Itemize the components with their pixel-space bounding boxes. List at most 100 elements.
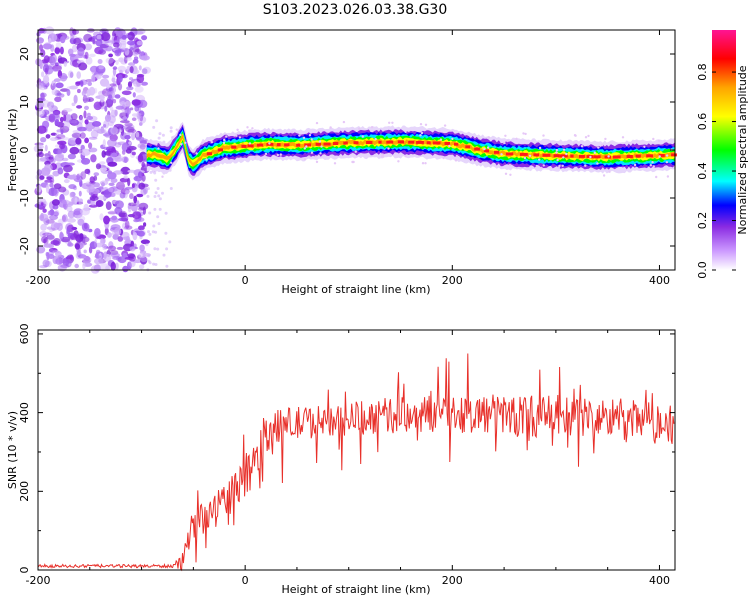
track-speckle [171,136,174,139]
x-tick-label: -200 [26,574,51,587]
noise-blob [93,182,100,188]
track-speckle [649,164,652,167]
track-peak-mark [416,140,424,144]
track-speckle [315,160,319,164]
track-speckle [538,146,542,150]
noise-blob [70,33,75,41]
spectrogram-x-ticks: -200 0 200 400 [26,30,670,287]
track-speckle [308,134,312,137]
track-peak-mark [323,142,331,146]
noise-blob [63,164,73,173]
noise-blob [94,104,100,108]
noise-blob [129,77,134,81]
track-speckle [589,155,592,159]
noise-blob [133,218,140,223]
noise-blob [107,138,117,147]
noise-blob [139,264,145,270]
noise-blob [105,201,112,211]
snr-x-label: Height of straight line (km) [281,583,430,596]
track-peak-mark [494,150,500,154]
noise-blob [88,142,93,149]
noise-blob [82,262,86,270]
noise-blob [63,61,67,67]
noise-blob [70,113,78,120]
noise-blob [80,171,87,180]
noise-blob [98,65,104,70]
noise-blob [68,184,77,190]
track-peak-mark [560,154,568,158]
noise-blob [148,211,152,215]
track-speckle [210,141,214,144]
noise-blob [41,167,51,176]
noise-blob [140,55,150,61]
track-speckle [604,137,607,141]
track-speckle [556,158,559,162]
noise-blob [132,69,140,75]
noise-blob [110,40,115,45]
track-peak-mark [635,154,641,158]
track-peak-mark [465,145,471,149]
noise-blob [119,177,129,183]
noise-blob [44,179,53,183]
noise-blob [146,187,150,191]
noise-blob [36,185,42,193]
noise-blob [118,74,123,83]
noise-blob [154,191,158,195]
noise-blob [62,108,73,112]
track-peak-mark [231,145,237,149]
noise-blob [104,177,111,182]
noise-blob [40,49,46,57]
track-speckle [665,161,669,164]
track-speckle [593,151,596,154]
noise-blob [88,185,95,193]
noise-blob [80,148,91,156]
colorbar-tick-label: 0.0 [696,261,709,279]
y-tick-label: 600 [18,323,31,344]
track-speckle [524,132,527,136]
noise-blob [36,198,47,205]
colorbar: 0.0 0.2 0.4 0.6 0.8 Normalized spectral ampl… [696,30,749,279]
track-speckle [542,134,545,137]
noise-blob [74,243,81,250]
noise-blob [83,33,93,43]
noise-blob [90,65,98,73]
noise-blob [65,260,72,268]
track-speckle [381,153,384,156]
track-speckle [500,153,503,156]
noise-blob [112,67,117,76]
noise-blob [84,105,89,110]
noise-blob [90,154,97,163]
track-speckle [508,164,512,167]
track-speckle [308,155,311,158]
noise-blob [67,174,77,180]
noise-blob [47,211,51,216]
noise-blob [78,242,85,249]
track-speckle [329,126,332,129]
noise-blob [127,253,136,259]
noise-blob [75,137,82,145]
noise-blob [116,255,122,262]
noise-blob [122,116,128,120]
track-peak-mark [533,153,539,157]
noise-blob [141,35,148,41]
track-speckle [264,152,268,156]
noise-blob [136,28,146,35]
noise-blob [157,222,161,226]
noise-blob [128,62,135,66]
y-tick-label: 20 [18,47,31,61]
track-peak-mark [397,140,404,144]
noise-blob [107,210,116,216]
noise-blob [125,148,132,154]
noise-blob [48,37,52,44]
noise-blob [129,47,134,51]
y-tick-label: 400 [18,402,31,423]
noise-blob [108,57,115,67]
noise-blob [77,126,87,132]
noise-blob [101,150,106,158]
noise-blob [52,83,56,89]
noise-blob [114,207,123,215]
track-speckle [303,158,307,161]
track-speckle [391,121,394,125]
noise-blob [91,121,102,127]
noise-blob [63,114,67,122]
